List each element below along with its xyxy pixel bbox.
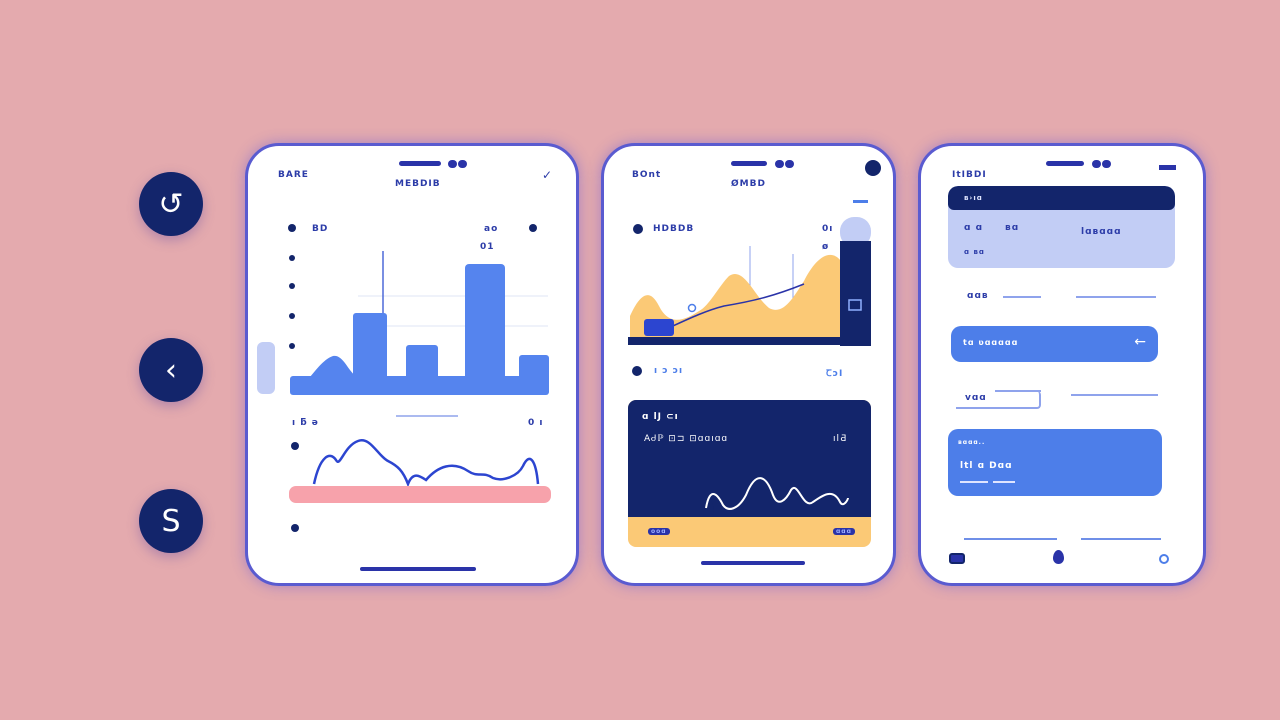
tag-right: ɑɑɑ bbox=[833, 528, 855, 535]
s-glyph: S bbox=[161, 503, 181, 539]
legend: HDBDB bbox=[653, 224, 695, 234]
balance-card[interactable]: ʙɑɑɑ.. ltl ɑ Dɑɑ bbox=[948, 429, 1162, 496]
label-left: BOnt bbox=[632, 170, 662, 180]
panel-c: lɑʙɑɑɑ bbox=[1081, 227, 1122, 237]
account-panel[interactable]: ʙ›ıɑ ɑ ɑ ʙɑ lɑʙɑɑɑ ɑ ʙɑ bbox=[948, 186, 1175, 268]
minus-icon[interactable] bbox=[853, 200, 868, 203]
line-series bbox=[312, 438, 540, 488]
card-small: ʙɑɑɑ.. bbox=[958, 439, 986, 446]
panel-d: ɑ ʙɑ bbox=[964, 248, 985, 256]
axis-right: ꞆɔI bbox=[826, 369, 844, 379]
home-indicator[interactable] bbox=[360, 567, 476, 571]
loop-icon[interactable]: ↺ bbox=[139, 172, 203, 236]
input-label: vɑɑ bbox=[965, 393, 987, 403]
side-bar bbox=[840, 241, 871, 346]
area-chart bbox=[628, 217, 871, 376]
check-icon[interactable]: ✓ bbox=[542, 168, 553, 182]
arrow-left-icon: ← bbox=[1134, 334, 1146, 350]
card-value: ltl ɑ Dɑɑ bbox=[960, 461, 1013, 471]
row-b: 0 ı bbox=[528, 418, 544, 428]
scroll-handle[interactable] bbox=[257, 342, 275, 394]
label-left: ItIBDI bbox=[952, 170, 987, 180]
loop-glyph: ↺ bbox=[158, 186, 184, 222]
menu-icon[interactable] bbox=[1159, 165, 1176, 170]
label-c: 01 bbox=[480, 242, 495, 252]
card-icon[interactable] bbox=[949, 553, 965, 564]
side-a: 0ı bbox=[822, 224, 834, 234]
label-a: BD bbox=[312, 224, 329, 234]
action-button-label: tɑ ʋɑɑɑɑɑ bbox=[963, 338, 1019, 347]
row-label: ɑɑʙ bbox=[967, 291, 989, 301]
drop-icon[interactable] bbox=[1053, 550, 1064, 564]
phone-trends: BOnt ØMBD HDBDB 0ı ø ı ɔ ɔı ꞆɔI ɑ lJ ⊂ı … bbox=[601, 143, 896, 586]
bar bbox=[465, 264, 505, 394]
panel-b: ʙɑ bbox=[1005, 223, 1020, 233]
amount-input[interactable] bbox=[956, 391, 1041, 409]
bar-chart bbox=[289, 251, 551, 532]
row-a: ı ƃ ə bbox=[292, 418, 319, 428]
card-title: ɑ lJ ⊂ı bbox=[642, 412, 679, 422]
side-b: ø bbox=[822, 242, 830, 252]
tag-left: ooɑ bbox=[648, 528, 670, 535]
action-button[interactable]: tɑ ʋɑɑɑɑɑ ← bbox=[951, 326, 1158, 362]
label-b: ao bbox=[484, 224, 499, 234]
back-glyph: ‹ bbox=[165, 352, 177, 388]
page-title: ØMBD bbox=[731, 179, 766, 189]
axis-left: ı ɔ ɔı bbox=[654, 366, 684, 376]
page-title: MEBDIB bbox=[395, 179, 441, 189]
card-line bbox=[705, 477, 849, 510]
label-left: BARE bbox=[278, 170, 309, 180]
compass-icon[interactable] bbox=[1159, 554, 1169, 564]
s-icon[interactable]: S bbox=[139, 489, 203, 553]
area-series bbox=[630, 254, 841, 338]
side-bar-top bbox=[840, 217, 871, 247]
panel-header: ʙ›ıɑ bbox=[964, 194, 983, 202]
card-subtitle: AᏧℙ ⊡⊐ ⊡ɑɑıɑɑ bbox=[644, 434, 729, 444]
pink-band bbox=[289, 486, 551, 503]
panel-a: ɑ ɑ bbox=[964, 223, 984, 233]
home-indicator[interactable] bbox=[701, 561, 805, 565]
phone-wallet: ItIBDI ʙ›ıɑ ɑ ɑ ʙɑ lɑʙɑɑɑ ɑ ʙɑ ɑɑʙ tɑ ʋɑ… bbox=[918, 143, 1206, 586]
bar bbox=[353, 313, 387, 394]
summary-card[interactable]: ɑ lJ ⊂ı AᏧℙ ⊡⊐ ⊡ɑɑıɑɑ ılƋ ooɑ ɑɑɑ bbox=[628, 400, 871, 547]
back-chevron-icon[interactable]: ‹ bbox=[139, 338, 203, 402]
card-value: ılƋ bbox=[833, 434, 848, 444]
profile-dot[interactable] bbox=[865, 160, 881, 176]
phone-analytics: BARE MEBDIB ✓ BD ao 01 ı ƃ ə 0 ı bbox=[245, 143, 579, 586]
